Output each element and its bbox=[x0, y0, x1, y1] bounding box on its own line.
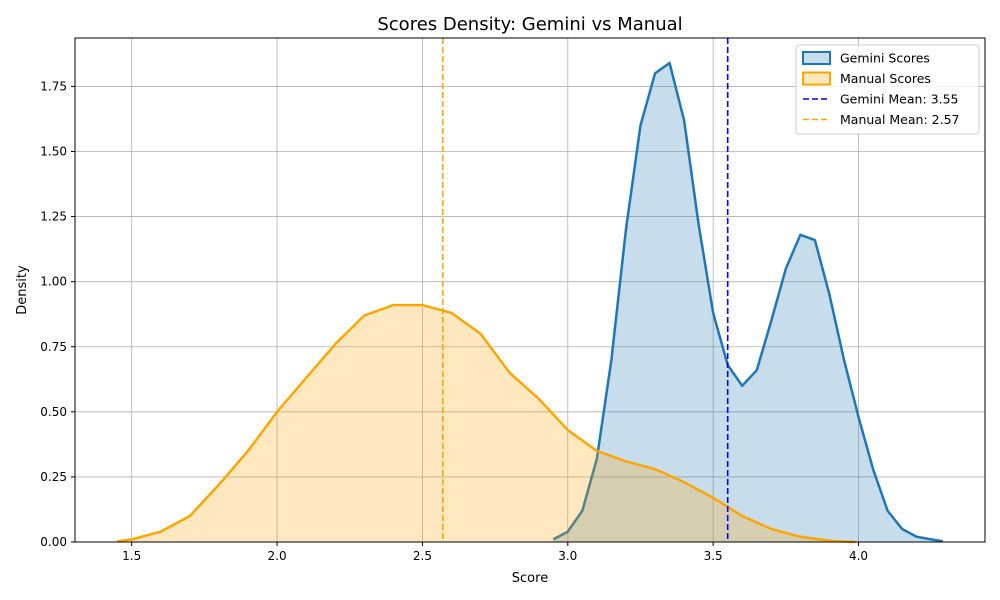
x-tick-label: 3.5 bbox=[704, 549, 723, 563]
legend-swatch bbox=[802, 51, 831, 65]
manual-scores-line bbox=[117, 303, 856, 544]
plot-frame bbox=[74, 37, 986, 543]
y-tick-label: 1.50 bbox=[40, 145, 67, 159]
mean-lines bbox=[441, 38, 729, 542]
y-axis-ticks: 0.00 0.25 0.50 0.75 1.00 1.25 1.50 1.75 bbox=[40, 79, 75, 549]
x-tick-label: 4.0 bbox=[849, 549, 868, 563]
y-axis-label: Density bbox=[15, 265, 30, 315]
density-areas bbox=[117, 61, 944, 544]
gemini-scores-area bbox=[553, 62, 943, 543]
gemini-scores-line bbox=[552, 61, 944, 543]
y-tick-label: 1.75 bbox=[40, 79, 67, 93]
y-tick-label: 1.25 bbox=[40, 210, 67, 224]
chart-title: Scores Density: Gemini vs Manual bbox=[377, 14, 682, 35]
x-tick-label: 2.0 bbox=[268, 549, 287, 563]
legend-label: Manual Mean: 2.57 bbox=[840, 112, 959, 127]
legend-label: Manual Scores bbox=[840, 71, 931, 86]
y-tick-label: 0.25 bbox=[40, 470, 67, 484]
x-axis-ticks: 1.5 2.0 2.5 3.0 3.5 4.0 bbox=[122, 542, 868, 563]
x-axis-label: Score bbox=[512, 571, 548, 586]
x-tick-label: 1.5 bbox=[122, 549, 141, 563]
legend-label: Gemini Mean: 3.55 bbox=[840, 92, 958, 107]
legend-label: Gemini Scores bbox=[840, 51, 930, 66]
x-tick-label: 2.5 bbox=[413, 549, 432, 563]
legend-box bbox=[795, 44, 980, 135]
legend: Gemini Scores Manual Scores Gemini Mean: 3… bbox=[795, 44, 980, 135]
y-tick-label: 0.75 bbox=[40, 340, 67, 354]
x-tick-label: 3.0 bbox=[558, 549, 577, 563]
manual-scores-area bbox=[117, 305, 856, 542]
y-tick-label: 1.00 bbox=[40, 275, 67, 289]
y-tick-label: 0.00 bbox=[40, 535, 67, 549]
legend-swatch bbox=[802, 71, 831, 86]
y-tick-label: 0.50 bbox=[40, 405, 67, 419]
